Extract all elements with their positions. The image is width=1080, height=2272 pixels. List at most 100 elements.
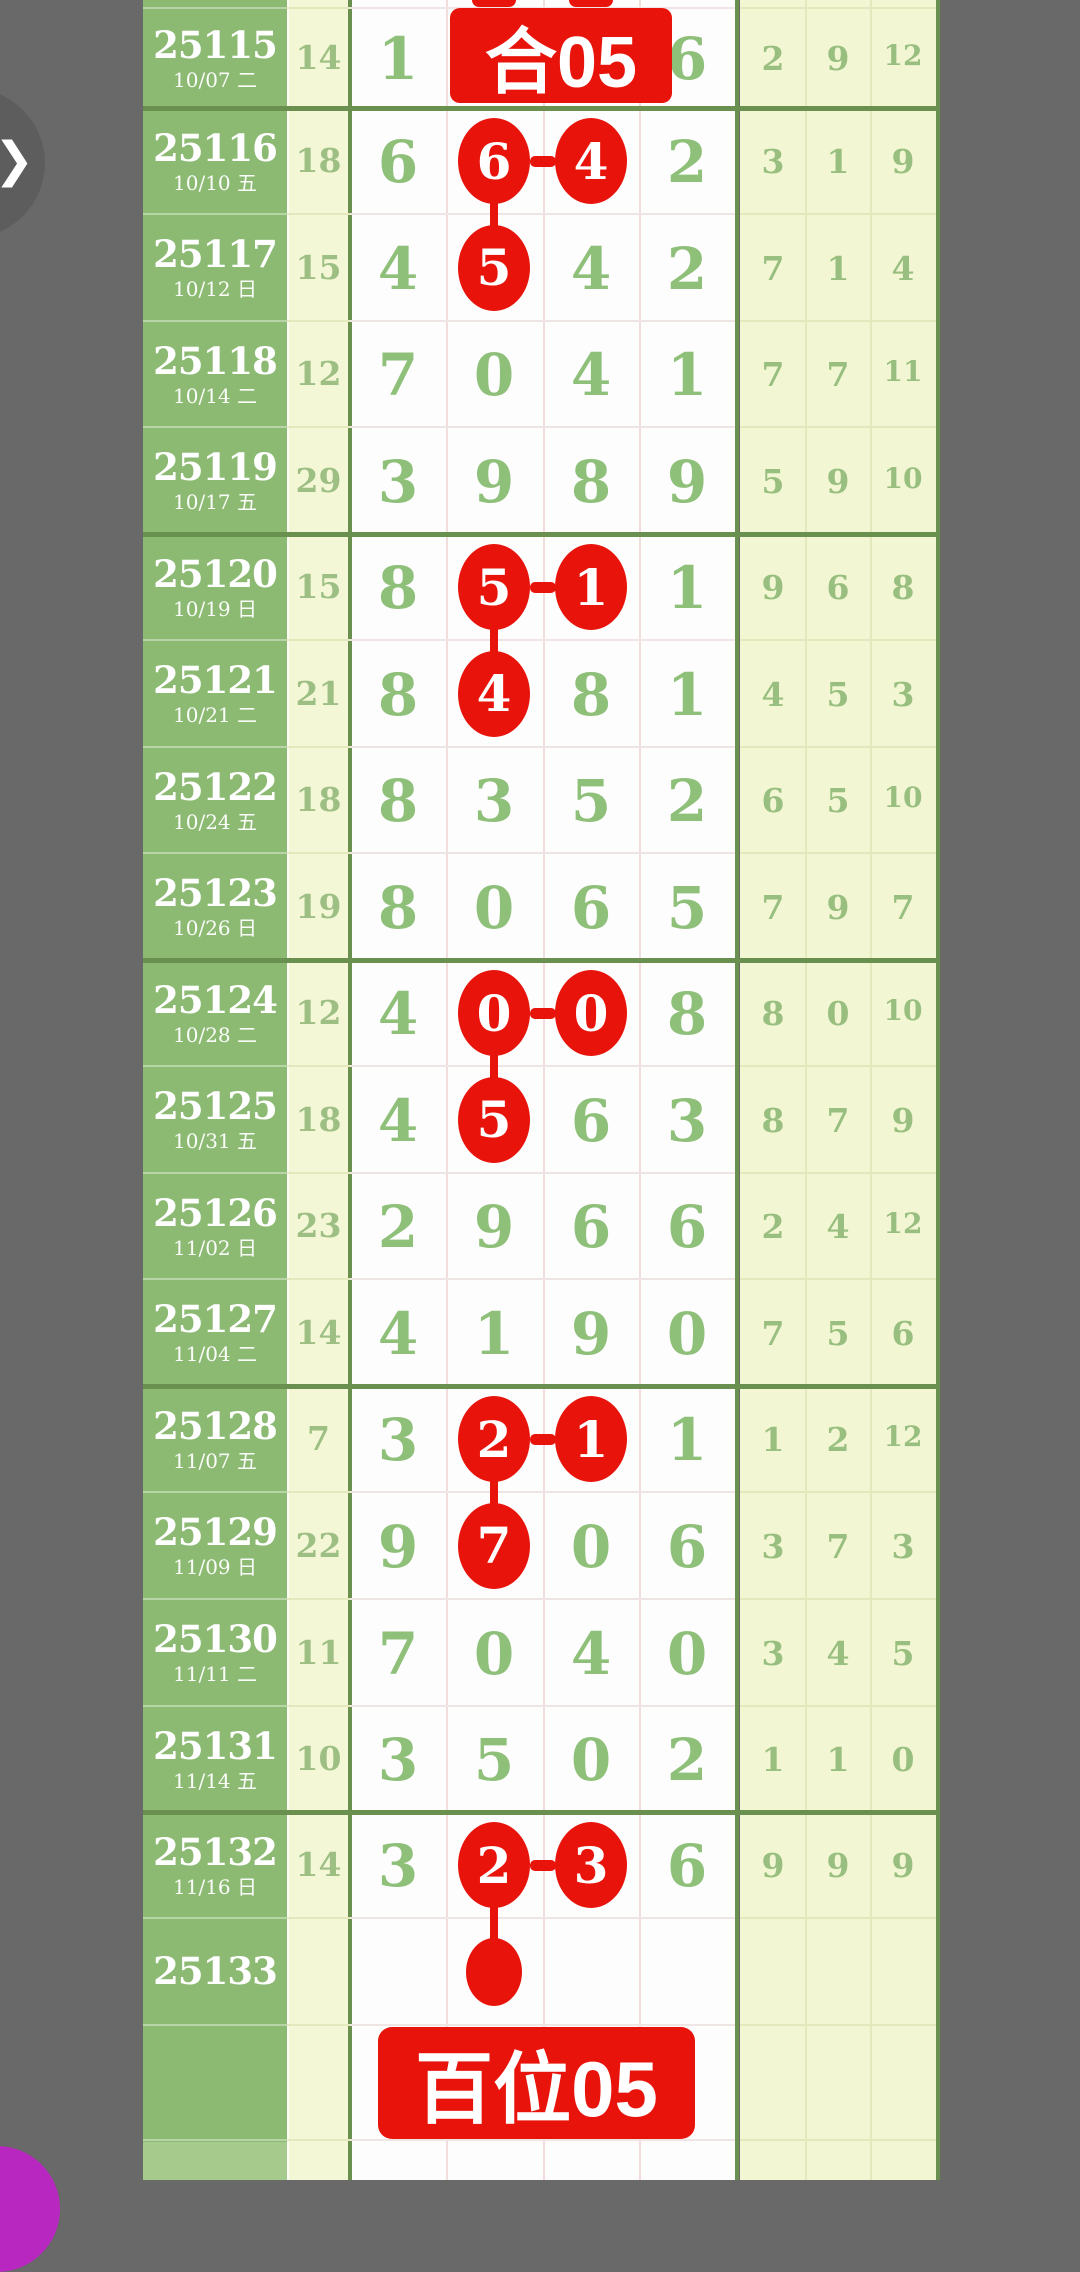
main-digit: 6 xyxy=(570,1086,612,1155)
stat-digit: 9 xyxy=(826,1846,850,1885)
period-cell: 25117 10/12 日 xyxy=(143,214,287,321)
row-line xyxy=(143,7,287,9)
row-line xyxy=(143,213,287,215)
period-number: 25130 xyxy=(153,1617,278,1661)
stat-digit: 4 xyxy=(826,1633,850,1673)
group-separator xyxy=(143,106,940,111)
row-line xyxy=(350,1278,735,1280)
main-digit: 6 xyxy=(666,1193,708,1261)
row-line xyxy=(740,1598,936,1600)
draw-date: 11/07 五 xyxy=(173,1448,257,1473)
row-line xyxy=(740,7,936,9)
circle-connector-line xyxy=(490,627,498,654)
main-digit: 5 xyxy=(666,873,708,942)
row-line xyxy=(350,852,735,854)
stat-digit: 10 xyxy=(883,461,923,495)
stat-digit: 9 xyxy=(761,568,785,607)
period-cell: 25120 10/19 日 xyxy=(143,534,287,640)
highlight-circle-digit: 1 xyxy=(555,1396,627,1482)
row-line xyxy=(143,852,287,854)
stat-digit: 3 xyxy=(761,1633,785,1673)
stat-digit: 10 xyxy=(883,994,923,1027)
main-digit: 2 xyxy=(666,128,708,196)
grid-vline xyxy=(639,0,641,2180)
period-column-background xyxy=(143,0,287,2180)
period-number: 25122 xyxy=(153,764,278,809)
stat-digit: 8 xyxy=(761,994,785,1033)
main-digit: 8 xyxy=(377,554,419,622)
period-cell: 25115 10/07 二 xyxy=(143,8,287,108)
row-line xyxy=(143,1172,287,1174)
main-digit: 8 xyxy=(666,980,708,1048)
row-line xyxy=(287,852,350,854)
main-digit: 8 xyxy=(570,447,612,516)
main-digit: 2 xyxy=(377,1193,419,1261)
main-digit: 4 xyxy=(570,234,612,303)
stat-digit: 9 xyxy=(826,39,850,78)
row-line xyxy=(143,1491,287,1493)
row-line xyxy=(740,2139,936,2141)
row-line xyxy=(287,7,350,9)
count-value: 18 xyxy=(295,141,342,180)
draw-date: 10/12 日 xyxy=(173,277,257,301)
stat-digit: 9 xyxy=(826,461,850,501)
main-digit: 3 xyxy=(473,767,515,835)
draw-date: 10/31 五 xyxy=(173,1129,257,1153)
main-digit: 0 xyxy=(473,1619,515,1688)
period-cell: 25126 11/02 日 xyxy=(143,1173,287,1279)
highlight-circle-digit: 2 xyxy=(458,1396,530,1482)
stat-digit: 5 xyxy=(891,1633,915,1673)
floating-action-button[interactable] xyxy=(0,2146,60,2272)
stats-columns-background xyxy=(740,0,936,2180)
highlight-circle-digit: 0 xyxy=(555,970,627,1056)
main-digit: 0 xyxy=(473,341,515,409)
row-line xyxy=(740,320,936,322)
draw-date: 10/19 日 xyxy=(173,596,257,621)
period-cell: 25116 10/10 五 xyxy=(143,108,287,214)
row-line xyxy=(350,746,735,748)
row-line xyxy=(350,2139,735,2141)
period-number: 25116 xyxy=(153,125,278,170)
draw-date: 11/16 日 xyxy=(173,1874,257,1899)
stat-digit: 5 xyxy=(826,781,850,820)
row-line xyxy=(287,320,350,322)
main-digit: 1 xyxy=(666,660,708,729)
highlight-circle-digit: 4 xyxy=(555,118,627,204)
row-line xyxy=(287,1065,350,1067)
row-line xyxy=(350,1065,735,1067)
main-digit: 4 xyxy=(377,980,419,1048)
cutoff-red-fragment xyxy=(569,0,613,7)
period-cell: 25123 10/26 日 xyxy=(143,853,287,960)
column-divider-dark xyxy=(735,0,739,2180)
main-digit: 6 xyxy=(666,25,708,93)
period-cell: 25127 11/04 二 xyxy=(143,1279,287,1386)
period-number: 25125 xyxy=(153,1084,278,1128)
count-value: 18 xyxy=(295,780,342,819)
stat-digit: 9 xyxy=(826,887,850,927)
count-value: 10 xyxy=(295,1739,342,1778)
main-digit: 1 xyxy=(666,554,708,622)
main-digit: 7 xyxy=(377,1619,419,1688)
chevron-right-icon[interactable]: ❯ xyxy=(0,136,34,184)
circle-connector-line xyxy=(490,1905,498,1940)
lottery-trend-screen: { "banners": { "top": "合05", "bottom": "… xyxy=(0,0,940,2272)
period-cell: 25124 10/28 二 xyxy=(143,960,287,1066)
highlight-circle-digit: 4 xyxy=(458,650,530,737)
row-line xyxy=(143,1278,287,1280)
group-separator xyxy=(143,1810,940,1815)
circle-connector-dash xyxy=(529,1860,556,1871)
row-line xyxy=(143,1917,287,1919)
row-line xyxy=(350,1491,735,1493)
main-digit: 8 xyxy=(377,873,419,942)
highlight-circle-digit: 7 xyxy=(458,1502,530,1589)
stat-digit: 7 xyxy=(891,887,915,927)
main-digit: 4 xyxy=(377,1086,419,1155)
row-line xyxy=(740,1065,936,1067)
stat-digit: 5 xyxy=(826,1313,850,1353)
draw-date: 10/17 五 xyxy=(173,490,257,514)
highlight-circle-digit: 5 xyxy=(458,1076,530,1163)
stat-digit: 3 xyxy=(891,674,915,714)
stat-digit: 5 xyxy=(761,461,785,501)
sum-05-banner: 合05 xyxy=(450,8,672,103)
stat-digit: 9 xyxy=(891,1100,915,1140)
